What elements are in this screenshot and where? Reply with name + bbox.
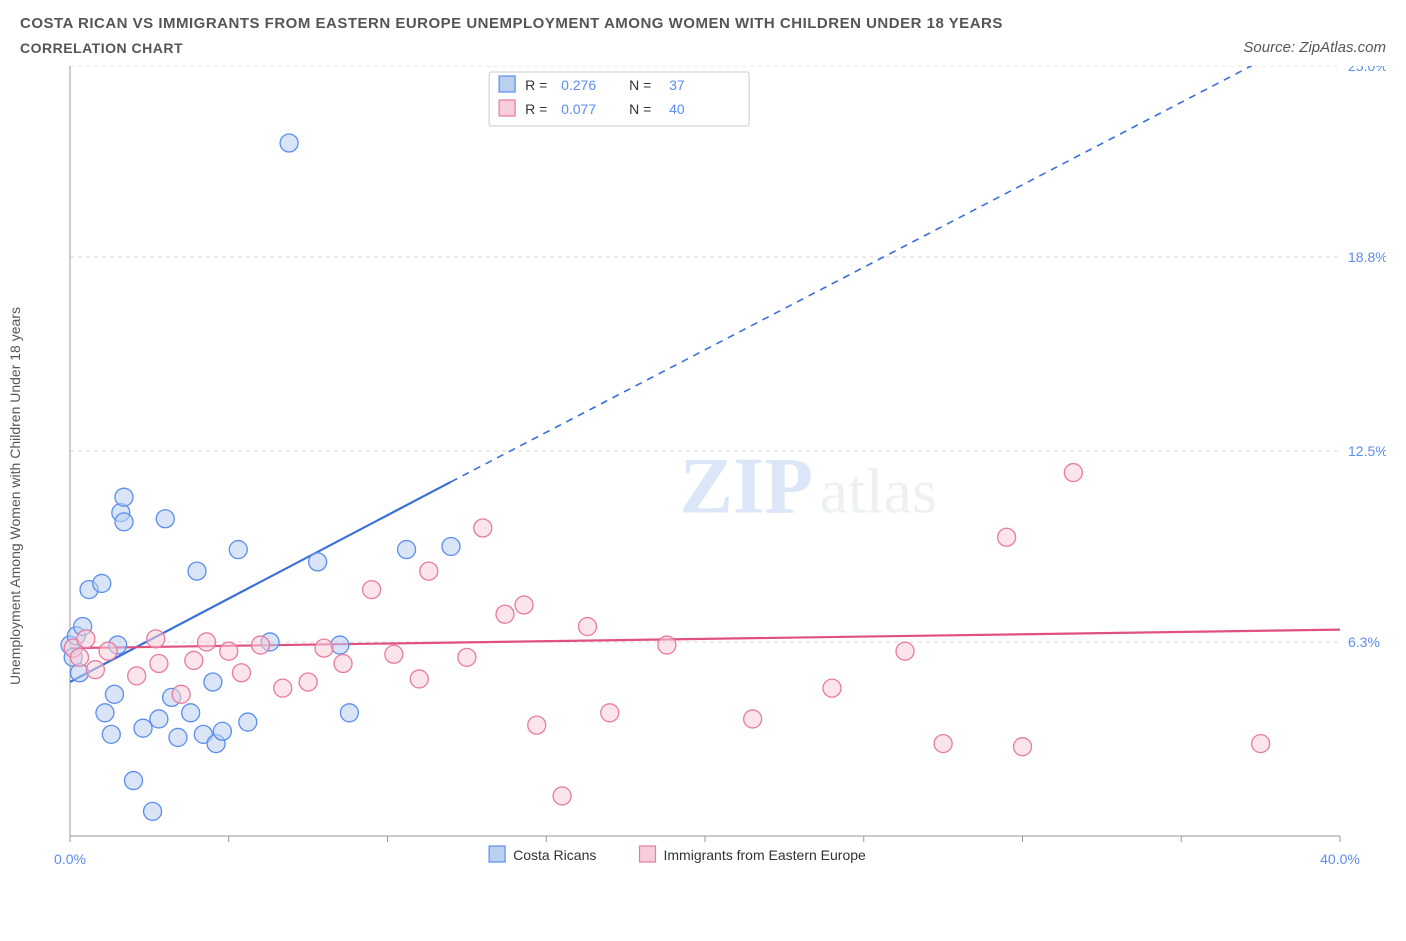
stat-n-value: 37	[669, 77, 685, 93]
y-tick-label: 25.0%	[1348, 66, 1386, 74]
data-point	[1064, 464, 1082, 482]
source-prefix: Source:	[1243, 39, 1299, 56]
data-point	[823, 679, 841, 697]
data-point	[363, 581, 381, 599]
data-point	[213, 722, 231, 740]
data-point	[458, 648, 476, 666]
data-point	[896, 642, 914, 660]
legend-swatch	[499, 100, 515, 116]
data-point	[115, 513, 133, 531]
data-point	[410, 670, 428, 688]
data-point	[115, 488, 133, 506]
data-point	[144, 802, 162, 820]
legend-label: Costa Ricans	[513, 847, 596, 863]
watermark-zip: ZIP	[680, 443, 813, 531]
data-point	[398, 541, 416, 559]
chart-subtitle: CORRELATION CHART	[20, 40, 1003, 56]
chart-title: COSTA RICAN VS IMMIGRANTS FROM EASTERN E…	[20, 15, 1003, 32]
data-point	[934, 735, 952, 753]
y-tick-label: 12.5%	[1348, 443, 1386, 459]
y-tick-label: 18.8%	[1348, 249, 1386, 265]
source-attribution: Source: ZipAtlas.com	[1243, 39, 1386, 56]
data-point	[1252, 735, 1270, 753]
data-point	[744, 710, 762, 728]
chart-container: Unemployment Among Women with Children U…	[20, 66, 1386, 926]
data-point	[601, 704, 619, 722]
y-tick-label: 6.3%	[1348, 634, 1380, 650]
data-point	[515, 596, 533, 614]
data-point	[198, 633, 216, 651]
data-point	[315, 639, 333, 657]
x-tick-label: 0.0%	[54, 851, 86, 867]
scatter-chart: ZIPatlas 0.0% 40.0% 6.3% 12.5% 18.8% 25.0% R = 0…	[20, 66, 1386, 926]
data-point	[496, 605, 514, 623]
data-point	[147, 630, 165, 648]
data-point	[239, 713, 257, 731]
data-point	[182, 704, 200, 722]
data-point	[658, 636, 676, 654]
data-point	[150, 710, 168, 728]
data-point	[420, 562, 438, 580]
stat-r-label: R =	[525, 101, 547, 117]
data-point	[86, 661, 104, 679]
data-point	[274, 679, 292, 697]
stat-n-label: N =	[629, 77, 651, 93]
data-point	[105, 685, 123, 703]
legend-swatch	[499, 76, 515, 92]
watermark-atlas: atlas	[820, 456, 937, 527]
stat-r-value: 0.276	[561, 77, 596, 93]
data-point	[220, 642, 238, 660]
data-point	[553, 787, 571, 805]
data-point	[96, 704, 114, 722]
data-point	[93, 574, 111, 592]
data-point	[1014, 738, 1032, 756]
data-point	[134, 719, 152, 737]
legend-swatch	[640, 846, 656, 862]
data-point	[204, 673, 222, 691]
data-point	[232, 664, 250, 682]
legend-label: Immigrants from Eastern Europe	[664, 847, 867, 863]
data-point	[229, 541, 247, 559]
data-point	[169, 728, 187, 746]
data-point	[579, 618, 597, 636]
legend-swatch	[489, 846, 505, 862]
data-point	[299, 673, 317, 691]
data-point	[188, 562, 206, 580]
data-point	[172, 685, 190, 703]
data-point	[340, 704, 358, 722]
stat-r-label: R =	[525, 77, 547, 93]
stat-n-value: 40	[669, 101, 685, 117]
data-point	[309, 553, 327, 571]
stat-n-label: N =	[629, 101, 651, 117]
data-point	[252, 636, 270, 654]
data-point	[102, 725, 120, 743]
data-point	[998, 528, 1016, 546]
data-point	[156, 510, 174, 528]
data-point	[280, 134, 298, 152]
x-tick-label: 40.0%	[1320, 851, 1360, 867]
source-name: ZipAtlas.com	[1299, 39, 1386, 56]
data-point	[331, 636, 349, 654]
data-point	[185, 651, 203, 669]
stat-r-value: 0.077	[561, 101, 596, 117]
data-point	[71, 648, 89, 666]
y-axis-label: Unemployment Among Women with Children U…	[7, 307, 23, 685]
data-point	[442, 537, 460, 555]
data-point	[528, 716, 546, 734]
trend-line-dashed	[451, 66, 1340, 482]
data-point	[474, 519, 492, 537]
data-point	[77, 630, 95, 648]
data-point	[125, 772, 143, 790]
chart-header: COSTA RICAN VS IMMIGRANTS FROM EASTERN E…	[20, 15, 1386, 56]
data-point	[334, 655, 352, 673]
data-point	[385, 645, 403, 663]
data-point	[99, 642, 117, 660]
data-point	[150, 655, 168, 673]
data-point	[128, 667, 146, 685]
